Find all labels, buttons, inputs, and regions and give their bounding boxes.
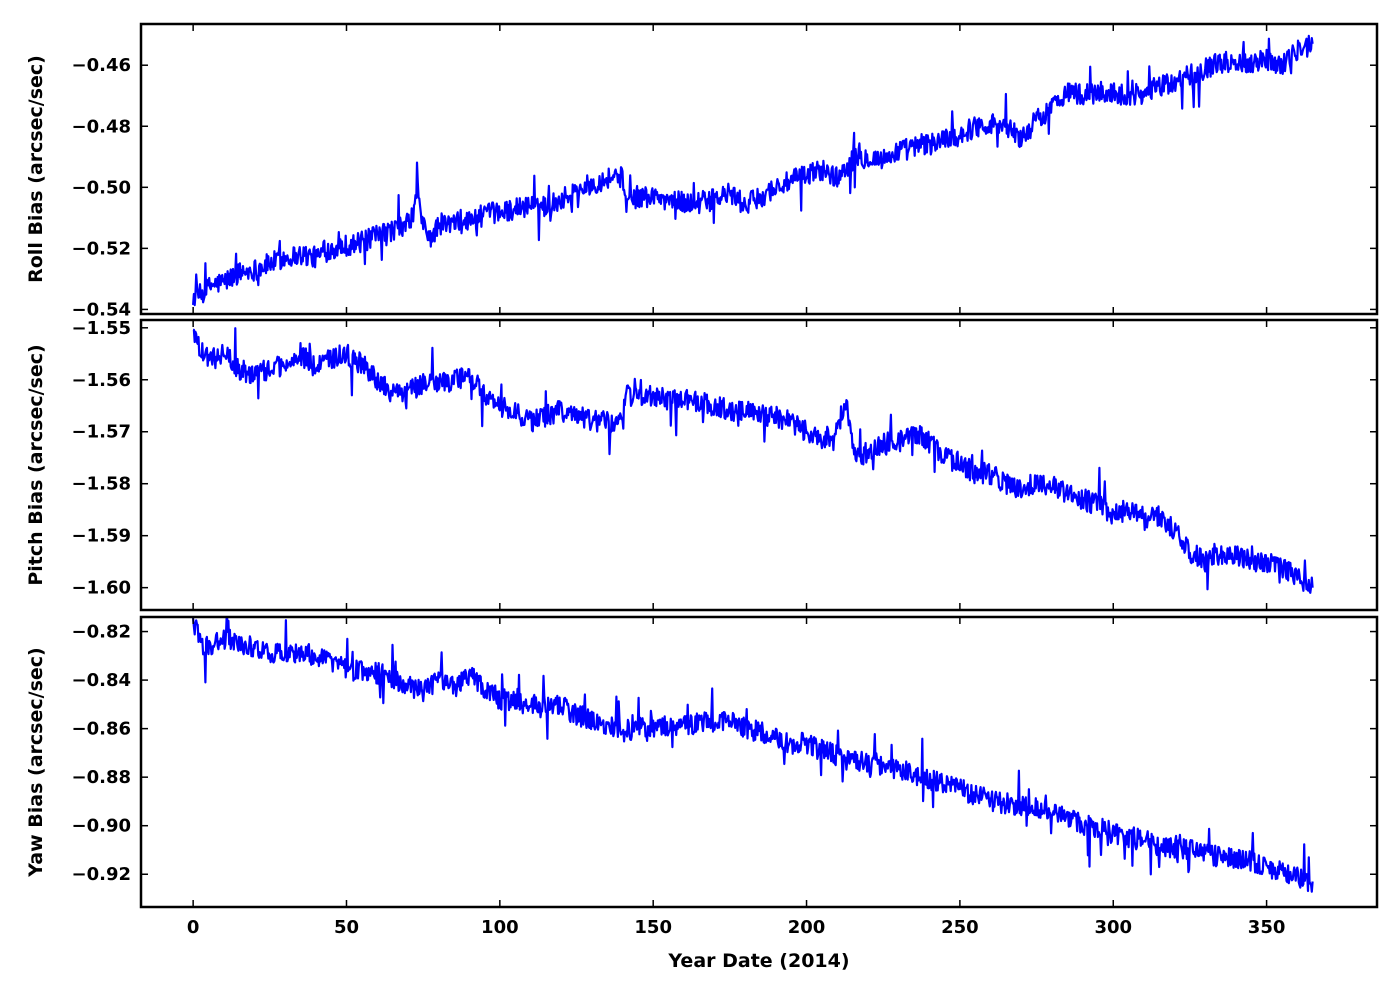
yaw-bias-y-tick-label: −0.86 xyxy=(72,719,132,740)
pitch-bias-y-tick-label: −1.56 xyxy=(72,370,132,391)
yaw-bias-y-tick-label: −0.82 xyxy=(72,622,132,643)
x-tick-label: 300 xyxy=(1094,917,1132,938)
yaw-bias-y-tick-label: −0.88 xyxy=(72,767,132,788)
yaw-bias-y-tick-label: −0.92 xyxy=(72,864,132,885)
x-tick-label: 50 xyxy=(334,917,359,938)
roll-bias-panel: Roll Bias (arcsec/sec) −0.54 −0.52 −0.50 −0… xyxy=(25,22,1379,320)
yaw-bias-panel: Yaw Bias (arcsec/sec) 0 50 100 150 200 250 300… xyxy=(25,615,1379,938)
roll-bias-y-tick-label: −0.54 xyxy=(72,299,132,320)
yaw-bias-y-tick-label: −0.90 xyxy=(72,816,132,837)
x-tick-label: 350 xyxy=(1248,917,1286,938)
roll-bias-y-tick-label: −0.46 xyxy=(72,55,132,76)
pitch-bias-y-tick-label: −1.57 xyxy=(72,422,132,443)
roll-bias-plot-frame xyxy=(139,22,1379,316)
x-tick-label: 0 xyxy=(187,917,200,938)
pitch-bias-panel: Pitch Bias (arcsec/sec) −1.60 −1.59 −1.58 −… xyxy=(25,318,1379,612)
x-tick-label: 150 xyxy=(634,917,672,938)
yaw-bias-ylabel: Yaw Bias (arcsec/sec) xyxy=(25,647,47,877)
yaw-bias-plot-frame xyxy=(139,615,1379,909)
x-axis-label: Year Date (2014) xyxy=(667,950,849,972)
roll-bias-y-tick-label: −0.48 xyxy=(72,116,132,137)
x-tick-label: 200 xyxy=(788,917,826,938)
x-tick-label: 250 xyxy=(941,917,979,938)
roll-bias-ylabel: Roll Bias (arcsec/sec) xyxy=(25,55,47,283)
roll-bias-series-line xyxy=(192,34,1314,307)
pitch-bias-ylabel: Pitch Bias (arcsec/sec) xyxy=(25,344,47,585)
x-tick-label: 100 xyxy=(481,917,519,938)
pitch-bias-y-tick-label: −1.58 xyxy=(72,474,132,495)
pitch-bias-series-line xyxy=(192,327,1314,594)
pitch-bias-y-tick-label: −1.60 xyxy=(72,578,132,599)
yaw-bias-series-line xyxy=(192,617,1314,893)
roll-bias-y-tick-label: −0.50 xyxy=(72,177,132,198)
yaw-bias-y-tick-label: −0.84 xyxy=(72,670,132,691)
roll-bias-y-tick-label: −0.52 xyxy=(72,238,132,259)
pitch-bias-plot-frame xyxy=(139,318,1379,612)
pitch-bias-y-tick-label: −1.59 xyxy=(72,526,132,547)
pitch-bias-y-tick-label: −1.55 xyxy=(72,318,132,339)
